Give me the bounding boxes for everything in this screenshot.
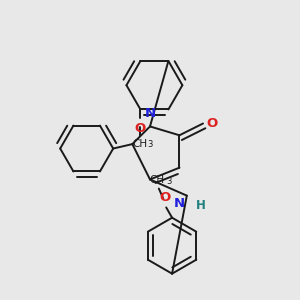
Text: CH: CH [150, 175, 165, 185]
Text: 3: 3 [166, 177, 172, 186]
Text: O: O [159, 191, 170, 204]
Text: O: O [206, 117, 218, 130]
Text: N: N [174, 197, 185, 210]
Text: 3: 3 [148, 140, 153, 149]
Text: CH: CH [133, 139, 148, 149]
Text: O: O [135, 122, 146, 135]
Text: H: H [196, 199, 206, 212]
Text: N: N [144, 107, 156, 120]
